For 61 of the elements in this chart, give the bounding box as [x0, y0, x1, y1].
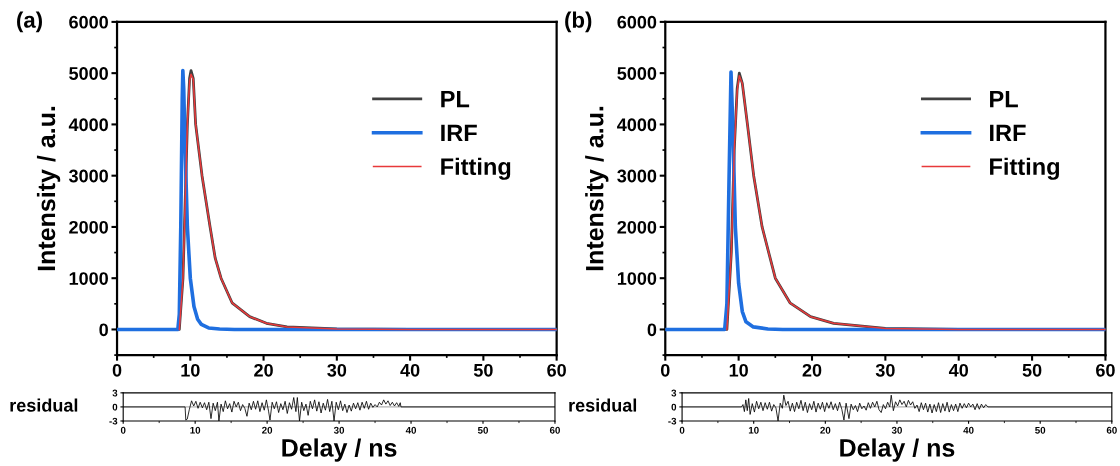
x-tick-label: 60 — [1096, 363, 1115, 377]
y-tick-label: 4000 — [617, 118, 657, 132]
x-tick-label: 30 — [327, 363, 347, 377]
x-axis-title: Delay / ns — [282, 438, 397, 462]
x-tick-label: 40 — [948, 363, 969, 377]
legend-label: PL — [441, 90, 470, 108]
x-tick-label: 10 — [729, 363, 748, 377]
y-tick-label: -3 — [668, 417, 677, 425]
x-tick-label: 50 — [473, 363, 493, 377]
x-tick-label: 60 — [1106, 426, 1117, 434]
x-tick-label: 60 — [549, 426, 560, 434]
x-tick-label: 50 — [1035, 426, 1046, 434]
x-tick-label: 20 — [262, 426, 273, 434]
y-tick-label: 3000 — [68, 169, 108, 183]
x-tick-label: 40 — [963, 426, 974, 434]
y-tick-label: 0 — [671, 403, 677, 411]
x-tick-label: 20 — [820, 426, 831, 434]
text: (b) — [565, 11, 592, 33]
y-tick-label: 4000 — [68, 118, 108, 132]
x-tick-label: 0 — [679, 426, 685, 434]
y-tick-label: 1000 — [617, 272, 657, 285]
y-tick-label: 6000 — [69, 15, 108, 29]
x-tick-label: 40 — [405, 426, 417, 434]
legend-label: Fitting — [441, 157, 511, 180]
legend-label: IRF — [990, 124, 1026, 142]
y-tick-label: 2000 — [617, 220, 657, 234]
y-tick-label: 1000 — [69, 272, 108, 285]
y-tick-label: 5000 — [69, 67, 108, 80]
x-tick-label: 10 — [748, 426, 759, 434]
x-axis-title: Delay / ns — [840, 438, 955, 462]
legend-label: Fitting — [990, 157, 1060, 180]
y-tick-label: 0 — [99, 323, 108, 337]
y-tick-label: -3 — [109, 417, 118, 425]
x-tick-label: 50 — [1022, 363, 1042, 377]
y-axis-title: Intensity / a.u. — [36, 106, 61, 271]
y-axis-title: residual — [569, 398, 637, 412]
y-tick-label: 0 — [112, 403, 118, 411]
x-tick-label: 50 — [477, 426, 489, 434]
y-tick-label: 5000 — [617, 67, 657, 80]
y-tick-label: 3 — [671, 389, 677, 397]
legend-label: IRF — [441, 124, 477, 142]
x-tick-label: 30 — [891, 426, 902, 434]
y-tick-label: 3 — [112, 389, 118, 397]
line-series — [178, 73, 557, 331]
x-tick-label: 10 — [181, 363, 200, 377]
x-tick-label: 0 — [120, 426, 126, 434]
text: (a) — [17, 11, 42, 33]
x-tick-label: 60 — [547, 363, 566, 377]
x-tick-label: 20 — [802, 363, 822, 377]
x-tick-label: 30 — [333, 426, 345, 434]
y-axis-title: residual — [10, 398, 78, 412]
y-tick-label: 2000 — [69, 220, 108, 234]
legend-label: PL — [990, 90, 1018, 108]
y-tick-label: 0 — [647, 323, 657, 337]
x-tick-label: 10 — [190, 426, 201, 434]
y-tick-label: 3000 — [617, 169, 657, 183]
x-tick-label: 40 — [400, 363, 420, 377]
x-tick-label: 30 — [875, 363, 895, 377]
y-tick-label: 6000 — [617, 15, 657, 29]
x-tick-label: 20 — [254, 363, 273, 377]
y-axis-title: Intensity / a.u. — [585, 106, 609, 271]
